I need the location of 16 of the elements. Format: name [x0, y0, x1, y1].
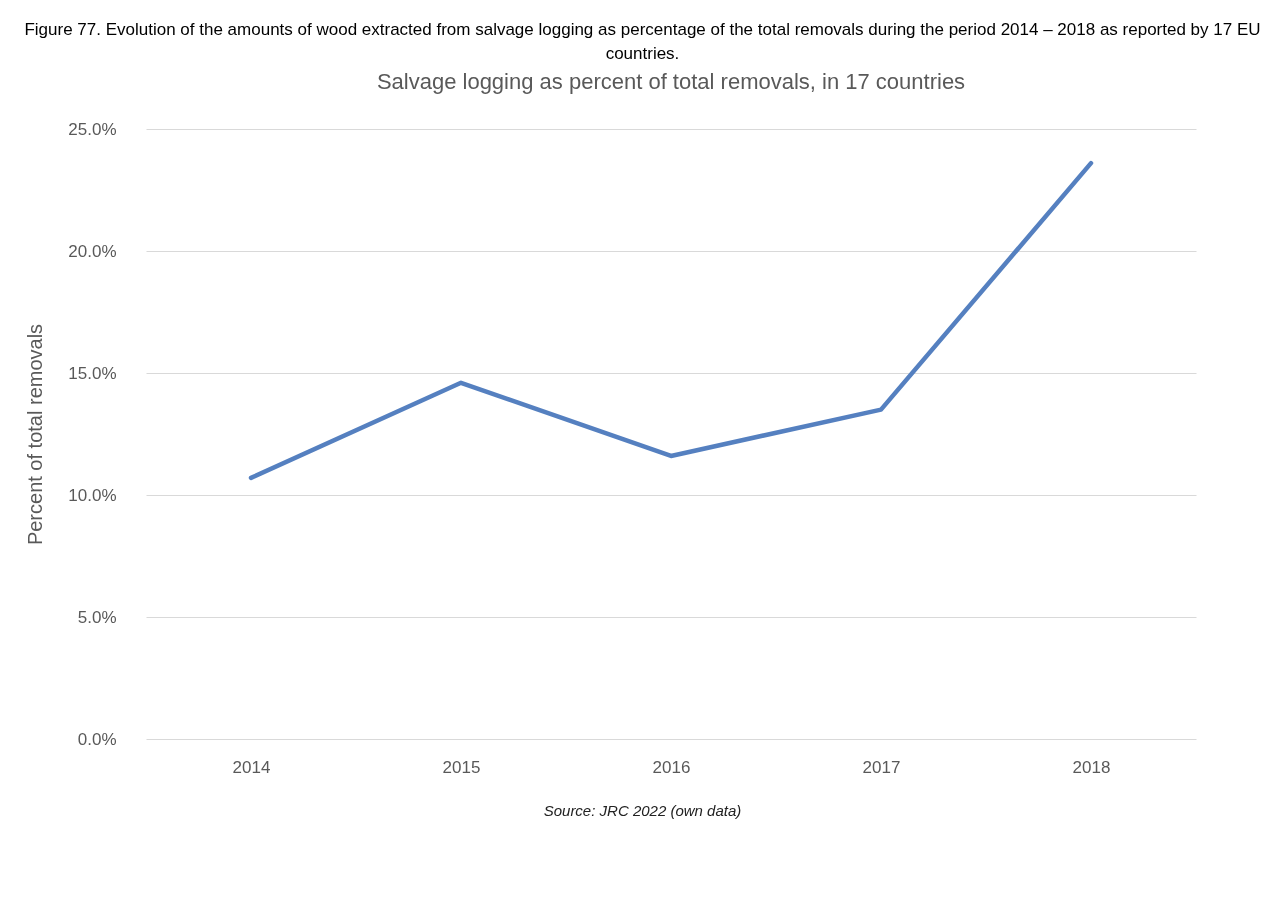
y-tick-label: 10.0%: [68, 485, 117, 505]
x-tick-label: 2016: [652, 757, 691, 777]
x-tick-label: 2014: [232, 757, 271, 777]
chart-subtitle: Salvage logging as percent of total removals, in 17 countries: [376, 69, 966, 94]
y-axis-title: Percent of total removals: [24, 323, 47, 546]
line-series: [248, 160, 1094, 481]
x-tick-label: 2017: [862, 757, 901, 777]
y-tick-label: 20.0%: [68, 241, 117, 261]
x-tick-label: 2015: [442, 757, 481, 777]
chart-title: Figure 77. Evolution of the amounts of wood extracted from salvage logging as percentage of the total removals during the period 2014 – 2018 as reported by 17 EU countries.: [23, 19, 1262, 65]
x-tick-label: 2018: [1072, 757, 1111, 777]
y-tick-label: 15.0%: [68, 363, 117, 383]
y-tick-label: 25.0%: [68, 119, 117, 139]
y-tick-label: 0.0%: [77, 729, 117, 749]
y-tick-label: 5.0%: [77, 607, 117, 627]
source-note: Source: JRC 2022 (own data): [542, 802, 743, 819]
